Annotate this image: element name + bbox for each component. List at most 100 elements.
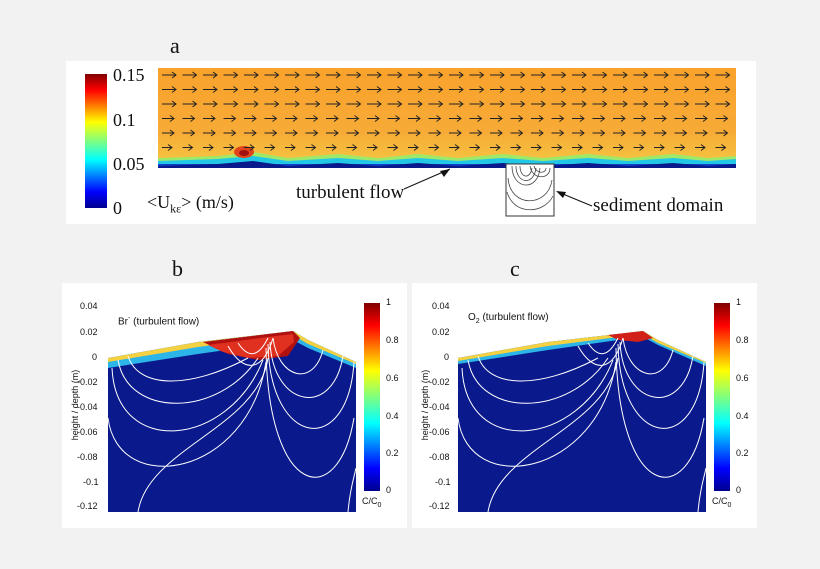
velocity-arrow-141 — [182, 144, 194, 151]
panel-c-cbar-tick-4: 0.2 — [736, 448, 749, 458]
velocity-arrow-166 — [695, 144, 706, 151]
velocity-arrow-13 — [428, 71, 444, 79]
panel-b-ytick-2: 0 — [92, 352, 98, 362]
panel-c-ytick-1: 0.02 — [432, 327, 450, 337]
velocity-arrow-74 — [531, 100, 546, 108]
velocity-arrow-43 — [469, 86, 485, 93]
velocity-arrow-39 — [387, 86, 403, 93]
velocity-arrow-155 — [469, 144, 481, 151]
velocity-arrow-56 — [162, 100, 177, 108]
velocity-arrow-1 — [182, 71, 198, 79]
velocity-arrow-81 — [674, 100, 690, 108]
panel-a-annotation-sediment: sediment domain — [593, 195, 724, 216]
panel-a-colorbar-label: <Ukε> (m/s) — [147, 192, 234, 216]
panel-c-ylabel: height / depth (m) — [420, 369, 430, 441]
velocity-arrow-18 — [531, 71, 546, 79]
panel-c-cbar-tick-3: 0.4 — [736, 411, 749, 421]
velocity-arrow-99 — [469, 115, 483, 122]
velocity-arrow-66 — [367, 100, 382, 108]
panel-b-ytick-5: -0.06 — [77, 427, 98, 437]
velocity-arrow-52 — [654, 86, 669, 93]
velocity-arrow-76 — [572, 100, 587, 108]
velocity-arrow-135 — [633, 129, 647, 137]
velocity-arrow-58 — [203, 100, 218, 108]
velocity-arrow-123 — [387, 129, 401, 137]
velocity-arrow-91 — [305, 115, 319, 122]
velocity-arrow-6 — [285, 71, 300, 79]
velocity-arrow-8 — [326, 71, 341, 79]
velocity-arrow-128 — [490, 129, 503, 137]
panel-c-cbar-tick-5: 0 — [736, 485, 742, 495]
velocity-arrow-122 — [367, 129, 380, 137]
panel-a-turbulent-arrow — [403, 168, 451, 190]
velocity-arrow-40 — [408, 86, 423, 93]
velocity-arrow-14 — [449, 71, 464, 79]
velocity-arrow-150 — [367, 144, 378, 151]
velocity-arrow-88 — [244, 115, 257, 122]
velocity-arrow-153 — [428, 144, 440, 151]
velocity-arrow-105 — [592, 115, 606, 122]
velocity-arrow-75 — [551, 100, 567, 108]
velocity-arrow-138 — [695, 129, 708, 137]
velocity-arrow-83 — [715, 100, 731, 108]
velocity-arrow-80 — [654, 100, 669, 108]
velocity-arrow-109 — [674, 115, 688, 122]
panel-b-cbar-tick-0: 1 — [386, 297, 392, 307]
velocity-arrow-113 — [182, 129, 196, 137]
velocity-arrow-48 — [572, 86, 587, 93]
panel-b-ytick-3: -0.02 — [77, 377, 98, 387]
panel-b-label: b — [172, 256, 183, 281]
velocity-arrow-93 — [346, 115, 360, 122]
panel-c-ytick-5: -0.06 — [429, 427, 450, 437]
velocity-arrow-158 — [531, 144, 542, 151]
velocity-arrow-70 — [449, 100, 464, 108]
panel-c-colorbar — [714, 303, 730, 491]
velocity-arrow-7 — [305, 71, 321, 79]
velocity-arrow-50 — [613, 86, 628, 93]
velocity-arrow-9 — [346, 71, 362, 79]
panel-c-cbar-tick-2: 0.6 — [736, 373, 749, 383]
velocity-arrow-132 — [572, 129, 585, 137]
panel-b-cbar-tick-1: 0.8 — [386, 335, 399, 345]
panel-b-ytick-8: -0.12 — [77, 501, 98, 511]
velocity-arrow-131 — [551, 129, 565, 137]
panel-c-ytick-0: 0.04 — [432, 301, 450, 311]
velocity-arrow-161 — [592, 144, 604, 151]
panel-c-cbar-tick-1: 0.8 — [736, 335, 749, 345]
velocity-arrow-47 — [551, 86, 567, 93]
velocity-arrow-19 — [551, 71, 567, 79]
velocity-arrow-90 — [285, 115, 298, 122]
panel-a-velocity-field — [158, 68, 736, 217]
panel-a-label: a — [170, 33, 180, 58]
velocity-arrow-49 — [592, 86, 608, 93]
velocity-arrow-98 — [449, 115, 462, 122]
velocity-arrow-87 — [223, 115, 237, 122]
velocity-arrow-31 — [223, 86, 239, 93]
velocity-arrow-71 — [469, 100, 485, 108]
velocity-arrow-103 — [551, 115, 565, 122]
panel-b-ytick-1: 0.02 — [80, 327, 98, 337]
velocity-arrow-82 — [695, 100, 710, 108]
velocity-arrow-143 — [223, 144, 235, 151]
panel-b-ytick-4: -0.04 — [77, 402, 98, 412]
velocity-arrow-140 — [162, 144, 173, 151]
velocity-arrow-60 — [244, 100, 259, 108]
panel-c-ytick-4: -0.04 — [429, 402, 450, 412]
panel-b-colorbar-label: C/C0 — [362, 496, 382, 509]
velocity-arrow-41 — [428, 86, 444, 93]
panel-b-colorbar — [364, 303, 380, 491]
velocity-arrow-156 — [490, 144, 501, 151]
velocity-arrow-10 — [367, 71, 382, 79]
velocity-arrow-55 — [715, 86, 731, 93]
velocity-arrow-77 — [592, 100, 608, 108]
velocity-arrow-117 — [264, 129, 278, 137]
panel-c-ytick-8: -0.12 — [429, 501, 450, 511]
velocity-arrow-137 — [674, 129, 688, 137]
velocity-arrow-0 — [162, 71, 177, 79]
velocity-arrow-33 — [264, 86, 280, 93]
velocity-arrow-142 — [203, 144, 214, 151]
velocity-arrow-157 — [510, 144, 522, 151]
panel-b-cbar-tick-3: 0.4 — [386, 411, 399, 421]
velocity-arrow-154 — [449, 144, 460, 151]
panel-c-cbar-tick-0: 1 — [736, 297, 742, 307]
